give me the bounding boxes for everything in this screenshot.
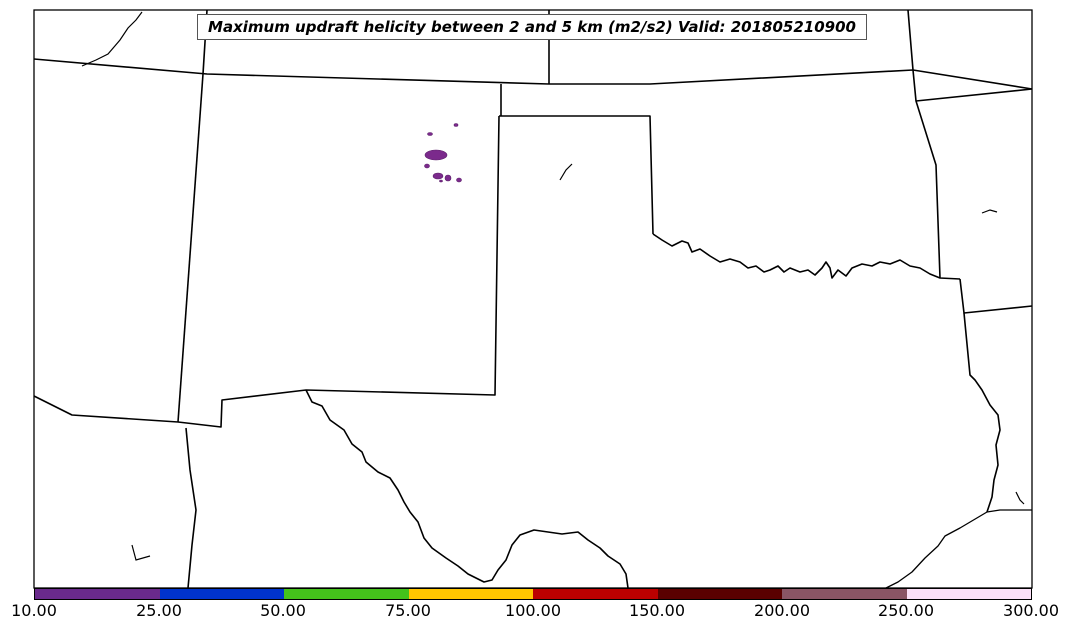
map-title: Maximum updraft helicity between 2 and 5… <box>197 14 867 40</box>
colorbar-segment <box>284 589 409 599</box>
colorbar-segment <box>657 589 782 599</box>
colorbar-tick-label: 75.00 <box>385 601 431 620</box>
colorbar-tick-label: 25.00 <box>136 601 182 620</box>
state-boundaries <box>33 9 1033 589</box>
colorbar-tick-label: 50.00 <box>260 601 306 620</box>
helicity-swaths <box>424 123 462 183</box>
colorbar-segment <box>906 589 1031 599</box>
colorbar-segment <box>782 589 907 599</box>
lakes-coast-features <box>81 11 1025 561</box>
colorbar-tick-label: 10.00 <box>11 601 57 620</box>
colorbar <box>34 588 1032 600</box>
colorbar-tick-label: 100.00 <box>505 601 561 620</box>
colorbar-segment <box>533 589 658 599</box>
colorbar-segment <box>35 589 160 599</box>
colorbar-segment <box>408 589 533 599</box>
map-frame-border <box>33 9 1033 589</box>
colorbar-tick-label: 150.00 <box>629 601 685 620</box>
colorbar-segment <box>159 589 284 599</box>
colorbar-tick-label: 200.00 <box>754 601 810 620</box>
colorbar-tick-label: 300.00 <box>1003 601 1059 620</box>
colorbar-tick-label: 250.00 <box>878 601 934 620</box>
